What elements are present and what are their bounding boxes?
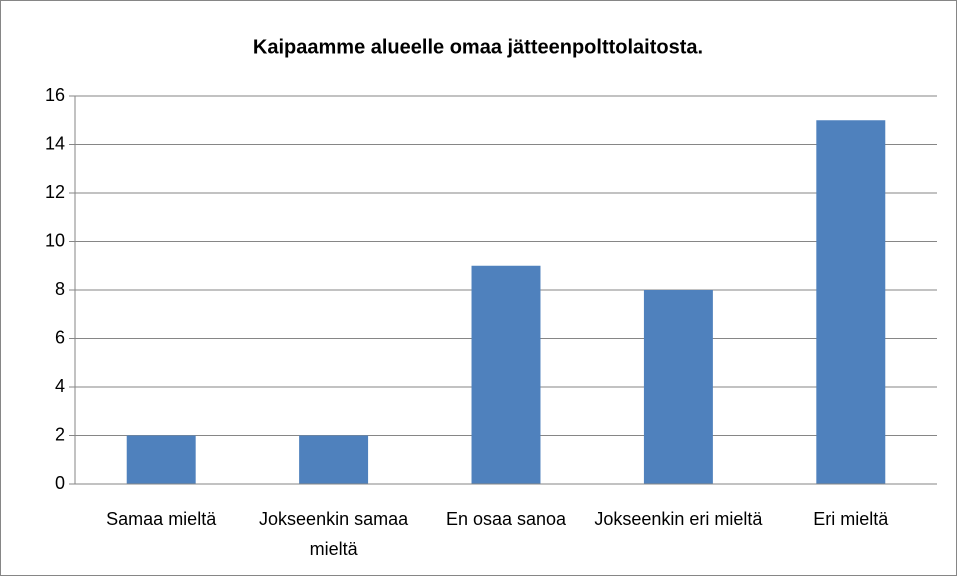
x-tick-label: En osaa sanoa <box>445 509 567 529</box>
y-tick-label: 4 <box>55 376 65 396</box>
y-tick-label: 14 <box>45 133 65 153</box>
bar <box>816 120 886 484</box>
y-tick-label: 0 <box>55 473 65 493</box>
bar <box>471 265 541 484</box>
x-tick-label-box: En osaa sanoa <box>445 509 567 529</box>
y-tick-label: 12 <box>45 182 65 202</box>
x-tick-label: Eri mieltä <box>813 509 889 529</box>
y-tick-label: 10 <box>45 230 65 250</box>
y-tick-label: 8 <box>55 279 65 299</box>
y-tick-label: 16 <box>45 85 65 105</box>
x-tick-label: Jokseenkin samaa mieltä <box>259 509 409 559</box>
bar <box>299 435 369 484</box>
x-tick-label-box: Jokseenkin samaa mieltä <box>259 509 409 559</box>
y-tick-label: 2 <box>55 424 65 444</box>
y-tick-label: 6 <box>55 327 65 347</box>
chart-title: Kaipaamme alueelle omaa jätteenpolttolai… <box>253 36 703 58</box>
x-tick-label-box: Samaa mieltä <box>106 509 217 529</box>
x-tick-label: Jokseenkin eri mieltä <box>594 509 763 529</box>
bar <box>643 290 713 484</box>
x-tick-label-box: Eri mieltä <box>813 509 889 529</box>
bar <box>126 435 196 484</box>
x-tick-label: Samaa mieltä <box>106 509 217 529</box>
x-tick-label-box: Jokseenkin eri mieltä <box>594 509 763 529</box>
